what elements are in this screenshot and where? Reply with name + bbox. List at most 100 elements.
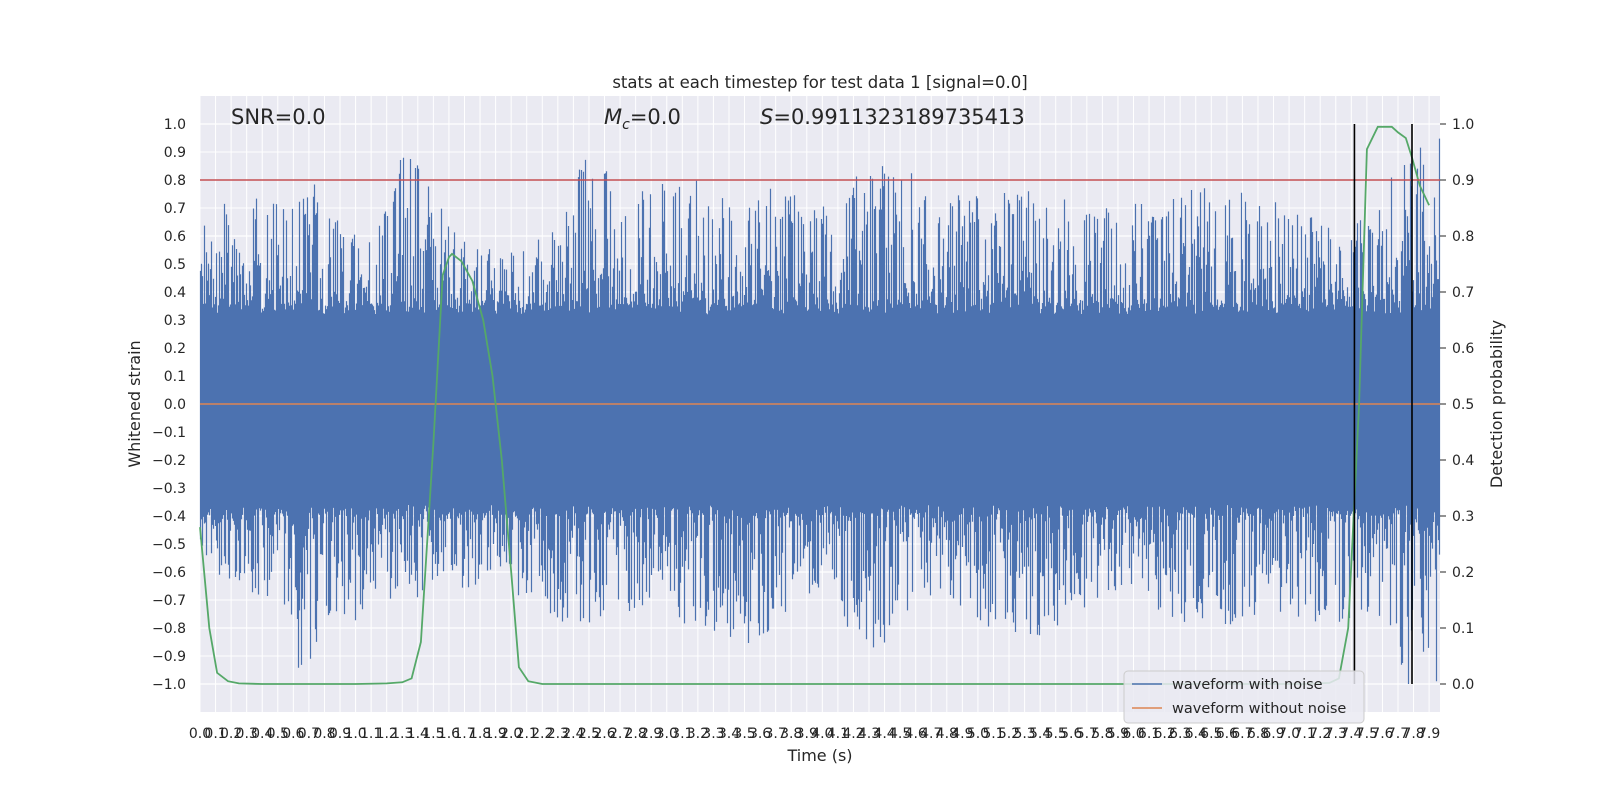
- x-tick-label: 1.0: [344, 726, 366, 742]
- x-tick-label: 7.2: [1309, 726, 1331, 742]
- x-tick-label: 6.9: [1262, 726, 1284, 742]
- x-tick-label: 1.3: [391, 726, 413, 742]
- x-axis-label: Time (s): [786, 746, 852, 765]
- x-tick-label: 5.6: [1060, 726, 1082, 742]
- x-tick-label: 7.1: [1294, 726, 1316, 742]
- y-tick-label: 0.4: [164, 285, 186, 301]
- x-tick-label: 5.8: [1091, 726, 1113, 742]
- chart-title: stats at each timestep for test data 1 […: [612, 73, 1027, 92]
- x-tick-label: 5.2: [998, 726, 1020, 742]
- y-tick-label: −0.4: [152, 509, 186, 525]
- y-tick-label: 0.2: [164, 341, 186, 357]
- x-tick-label: 3.9: [796, 726, 818, 742]
- x-tick-label: 5.9: [1107, 726, 1129, 742]
- x-tick-label: 0.0: [189, 726, 211, 742]
- x-tick-label: 0.5: [267, 726, 289, 742]
- x-tick-label: 7.5: [1356, 726, 1378, 742]
- series-lines-layer: [199, 124, 1440, 685]
- x-tick-label: 4.4: [873, 726, 895, 742]
- x-tick-label: 6.8: [1247, 726, 1269, 742]
- probability-line: [199, 125, 1430, 685]
- y-tick-label: 0.7: [164, 201, 186, 217]
- x-tick-label: 5.3: [1013, 726, 1035, 742]
- y-tick-label: 0.8: [164, 173, 186, 189]
- x-tick-label: 3.8: [780, 726, 802, 742]
- x-tick-label: 3.6: [749, 726, 771, 742]
- y-tick-labels: 1.0 0.9 0.8 0.7 0.6 0.5 0.4 0.3 0.2 0.1 0.0 −0.1 −0.…: [152, 117, 186, 693]
- x-tick-label: 4.8: [936, 726, 958, 742]
- x-tick-label: 7.9: [1418, 726, 1440, 742]
- x-tick-label: 6.0: [1122, 726, 1144, 742]
- y-tick-label: 0.3: [164, 313, 186, 329]
- legend: waveform with noise waveform without noi…: [1123, 670, 1365, 724]
- y2-tick-label: 1.0: [1452, 117, 1474, 133]
- x-tick-label: 1.5: [422, 726, 444, 742]
- x-tick-label: 6.2: [1153, 726, 1175, 742]
- x-tick-label: 4.1: [827, 726, 849, 742]
- x-tick-label: 3.3: [702, 726, 724, 742]
- x-tick-label: 1.8: [469, 726, 491, 742]
- s-symbol: S: [760, 105, 773, 129]
- x-tick-label: 5.4: [1029, 726, 1051, 742]
- y-tick-label: −0.7: [152, 593, 186, 609]
- x-tick-label: 5.5: [1045, 726, 1067, 742]
- y2-axis-label: Detection probability: [1487, 320, 1506, 488]
- x-tick-label: 4.9: [951, 726, 973, 742]
- x-tick-label: 6.1: [1138, 726, 1160, 742]
- x-tick-label: 4.3: [858, 726, 880, 742]
- x-tick-label: 1.4: [407, 726, 429, 742]
- mc-annotation: Mc=0.0: [604, 105, 681, 133]
- x-tick-label: 5.7: [1076, 726, 1098, 742]
- mc-value: =0.0: [630, 105, 681, 129]
- x-tick-label: 4.7: [920, 726, 942, 742]
- x-tick-label: 0.7: [298, 726, 320, 742]
- y2-tick-label: 0.6: [1452, 341, 1474, 357]
- legend-box: [1123, 670, 1365, 724]
- y2-tick-labels: 1.0 0.9 0.8 0.7 0.6 0.5 0.4 0.3 0.2 0.1 0.0: [1440, 117, 1474, 693]
- mc-symbol: M: [604, 105, 622, 129]
- x-tick-label: 1.6: [438, 726, 460, 742]
- x-tick-label: 4.6: [905, 726, 927, 742]
- x-tick-label: 0.6: [282, 726, 304, 742]
- x-tick-label: 6.7: [1231, 726, 1253, 742]
- y-tick-label: 0.0: [164, 397, 186, 413]
- y2-tick-label: 0.4: [1452, 453, 1474, 469]
- x-tick-label: 3.0: [656, 726, 678, 742]
- x-tick-label: 1.1: [360, 726, 382, 742]
- x-tick-label: 6.6: [1216, 726, 1238, 742]
- x-tick-label: 1.2: [376, 726, 398, 742]
- x-tick-label: 5.0: [967, 726, 989, 742]
- x-tick-label: 7.3: [1325, 726, 1347, 742]
- x-tick-label: 1.9: [484, 726, 506, 742]
- x-tick-label: 0.9: [329, 726, 351, 742]
- s-annotation: S=0.9911323189735413: [760, 105, 1025, 129]
- x-tick-label: 7.8: [1402, 726, 1424, 742]
- x-tick-label: 6.3: [1169, 726, 1191, 742]
- x-tick-label: 3.5: [733, 726, 755, 742]
- y2-tick-label: 0.3: [1452, 509, 1474, 525]
- x-tick-label: 0.1: [204, 726, 226, 742]
- y2-tick-label: 0.5: [1452, 397, 1474, 413]
- y-tick-label: −0.5: [152, 537, 186, 553]
- x-tick-label: 6.5: [1200, 726, 1222, 742]
- y-tick-label: 0.1: [164, 369, 186, 385]
- y2-tick-label: 0.0: [1452, 677, 1474, 693]
- x-tick-label: 2.8: [625, 726, 647, 742]
- legend-clean-label: waveform without noise: [1172, 701, 1346, 717]
- y-tick-label: −0.1: [152, 425, 186, 441]
- x-tick-label: 0.2: [220, 726, 242, 742]
- x-tick-label: 4.2: [842, 726, 864, 742]
- y-tick-label: −0.9: [152, 649, 186, 665]
- x-tick-label: 2.1: [516, 726, 538, 742]
- y-tick-label: 0.5: [164, 257, 186, 273]
- x-tick-label: 4.5: [889, 726, 911, 742]
- x-tick-labels: 0.00.10.20.30.40.50.60.70.80.91.01.11.21…: [189, 726, 1440, 742]
- y-tick-label: −1.0: [152, 677, 186, 693]
- x-tick-label: 2.5: [578, 726, 600, 742]
- mc-subscript: c: [622, 117, 630, 133]
- x-tick-label: 0.3: [236, 726, 258, 742]
- x-tick-label: 7.6: [1371, 726, 1393, 742]
- x-tick-label: 7.7: [1387, 726, 1409, 742]
- y2-tick-label: 0.2: [1452, 565, 1474, 581]
